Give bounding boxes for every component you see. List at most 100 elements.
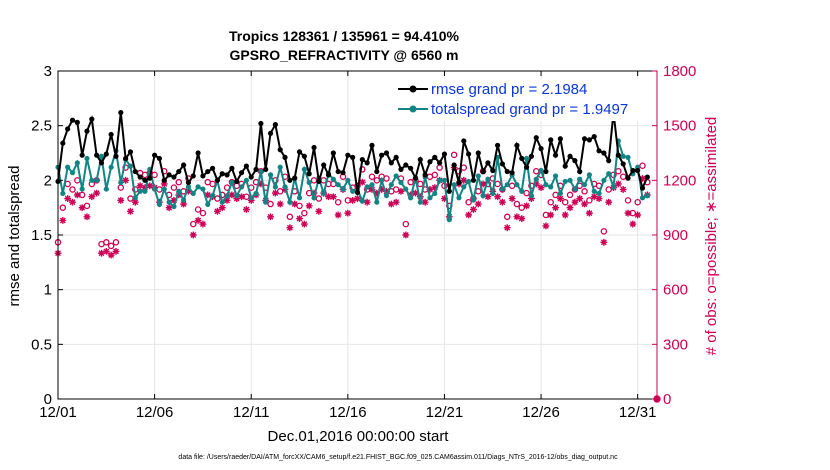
y-tick-label: 2 [44,172,52,189]
obs-assimilated-marker [368,186,376,193]
spread-point [620,153,626,159]
spread-point [176,188,182,194]
rmse-point [156,155,163,162]
obs-assimilated-marker [363,198,371,206]
obs-assimilated-marker [136,182,144,190]
obs-possible-marker [634,198,641,206]
spread-point [287,199,293,205]
rmse-point [606,158,612,164]
obs-assimilated-marker [518,215,526,222]
spread-point [490,190,496,197]
obs-assimilated-marker [127,207,134,215]
obs-assimilated-marker [508,195,516,202]
spread-point [219,199,225,205]
rmse-point [219,171,225,177]
spread-point [277,164,283,170]
obs-possible-marker [465,198,472,206]
rmse-point [60,140,66,146]
spread-point [330,176,336,182]
spread-point [557,190,563,197]
obs-assimilated-marker [383,187,390,195]
rmse-point [263,166,269,172]
rmse-point [89,116,95,122]
obs-possible-marker [69,186,76,193]
rmse-point [470,177,477,183]
rmse-point [519,155,525,162]
obs-assimilated-marker [107,251,115,259]
rmse-point [427,159,433,165]
obs-assimilated-marker [242,206,250,213]
obs-assimilated-marker [286,224,294,232]
obs-assimilated-marker [547,211,555,219]
spread-point [591,188,597,194]
spread-point [485,176,491,182]
rmse-point [514,142,520,148]
obs-possible-marker [209,180,216,188]
obs-assimilated-marker [170,196,178,204]
rmse-point [422,172,428,178]
obs-assimilated-marker [296,215,303,222]
spread-point [84,155,90,162]
obs-assimilated-marker [93,189,101,197]
obs-assimilated-marker [566,204,574,212]
obs-possible-marker [359,166,366,173]
obs-assimilated-marker [98,249,105,257]
y-ticks: 0 0.5 1 1.5 2 2.5 3 [31,63,63,408]
obs-assimilated-marker [499,198,506,206]
y2-tick-label: 300 [663,336,688,353]
rmse-point [398,166,404,172]
rmse-point [84,128,90,134]
obs-assimilated-marker [358,178,366,186]
obs-assimilated-marker [605,198,613,206]
obs-assimilated-marker [69,198,76,206]
obs-assimilated-marker [470,206,477,213]
rmse-point [176,168,182,175]
x-tick-label: 12/01 [39,404,77,421]
rmse-point [412,175,419,181]
y-tick-label: 2.5 [31,118,52,135]
spread-point [393,173,399,179]
spread-point [74,160,80,166]
spread-point [340,186,346,192]
spread-point [567,177,573,183]
obs-assimilated-marker [576,195,584,202]
rmse-point [292,175,298,181]
spread-point [379,177,385,183]
spread-point [514,182,520,188]
chart-title-line-2: GPSRO_REFRACTIVITY @ 6560 m [230,47,459,63]
obs-possible-marker [112,239,120,246]
spread-point [451,182,457,188]
rmse-point [577,168,583,175]
obs-assimilated-marker [595,195,603,202]
spread-point [543,182,549,188]
obs-assimilated-marker [503,224,511,232]
spread-point [108,164,114,170]
rmse-point [253,166,259,172]
y-tick-label: 1 [44,282,52,299]
rmse-point [277,147,283,153]
spread-point [572,186,578,192]
rmse-point [69,117,76,123]
spread-point [562,178,568,185]
obs-possible-marker [513,200,521,208]
obs-assimilated-marker [629,220,637,228]
x-tick-label: 12/06 [136,404,174,421]
spread-point [79,186,85,192]
spread-point [504,182,510,188]
spread-point [311,195,317,201]
obs-possible-marker [402,220,410,228]
rmse-point [224,172,230,178]
obs-possible-marker [383,175,390,182]
spread-point [601,177,607,183]
legend-spread-label: totalspread grand pr = 1.9497 [431,101,628,118]
rmse-point [485,160,491,166]
spread-point [374,199,380,205]
obs-assimilated-marker [402,231,410,239]
rmse-point [369,142,375,148]
spread-point [321,190,327,197]
obs-assimilated-marker [585,209,593,217]
spread-point [475,173,481,179]
rmse-point [296,149,303,155]
obs-assimilated-marker [78,204,86,212]
rmse-point [287,177,293,183]
